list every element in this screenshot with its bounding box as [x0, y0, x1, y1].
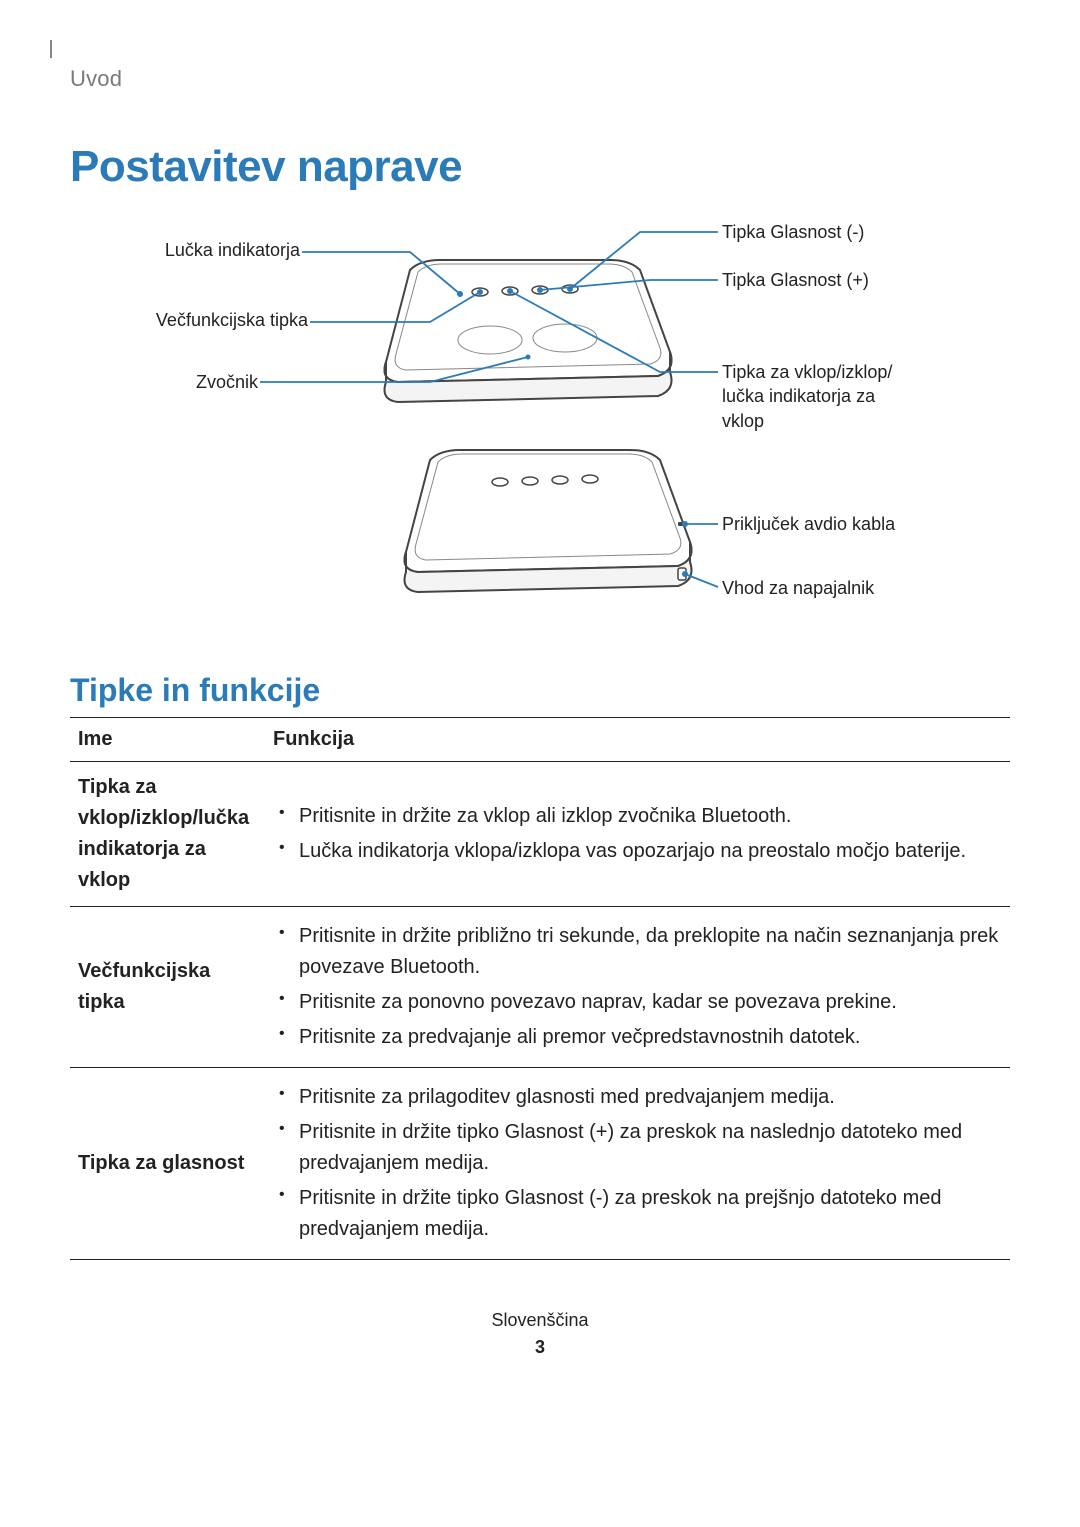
section-title-keys: Tipke in funkcije: [70, 672, 1010, 709]
label-charger-port: Vhod za napajalnik: [722, 578, 874, 599]
label-indicator-light: Lučka indikatorja: [130, 240, 300, 261]
label-power-key: Tipka za vklop/izklop/ lučka indikatorja…: [722, 360, 892, 433]
row-name: Večfunkcijska tipka: [70, 907, 265, 1068]
speaker-bottom-illustration: [405, 450, 692, 592]
breadcrumb: Uvod: [70, 66, 1010, 92]
table-row: Večfunkcijska tipkaPritisnite in držite …: [70, 907, 1010, 1068]
label-multi-key: Večfunkcijska tipka: [130, 310, 308, 331]
row-func: Pritisnite za prilagoditev glasnosti med…: [265, 1068, 1010, 1260]
page-number: 3: [70, 1337, 1010, 1358]
func-item: Pritisnite in držite tipko Glasnost (+) …: [273, 1117, 1002, 1179]
func-item: Pritisnite in držite za vklop ali izklop…: [273, 801, 1002, 832]
page-title: Postavitev naprave: [70, 142, 1010, 192]
row-func: Pritisnite in držite približno tri sekun…: [265, 907, 1010, 1068]
functions-table: Ime Funkcija Tipka za vklop/izklop/lučka…: [70, 717, 1010, 1260]
label-vol-plus: Tipka Glasnost (+): [722, 270, 869, 291]
label-speaker: Zvočnik: [130, 372, 258, 393]
label-audio-jack: Priključek avdio kabla: [722, 514, 895, 535]
func-item: Pritisnite za predvajanje ali premor več…: [273, 1022, 1002, 1053]
footer-language: Slovenščina: [70, 1310, 1010, 1331]
table-row: Tipka za vklop/izklop/lučka indikatorja …: [70, 762, 1010, 907]
table-row: Tipka za glasnost Pritisnite za prilagodi…: [70, 1068, 1010, 1260]
func-item: Lučka indikatorja vklopa/izklopa vas opo…: [273, 836, 1002, 867]
page-top-marker: [50, 40, 1010, 58]
col-name: Ime: [70, 718, 265, 762]
label-vol-minus: Tipka Glasnost (-): [722, 222, 864, 243]
row-name: Tipka za glasnost: [70, 1068, 265, 1260]
page-footer: Slovenščina 3: [70, 1310, 1010, 1358]
device-diagram: Lučka indikatorja Večfunkcijska tipka Zv…: [130, 222, 950, 642]
func-item: Pritisnite za prilagoditev glasnosti med…: [273, 1082, 1002, 1113]
func-item: Pritisnite za ponovno povezavo naprav, k…: [273, 987, 1002, 1018]
col-func: Funkcija: [265, 718, 1010, 762]
row-name: Tipka za vklop/izklop/lučka indikatorja …: [70, 762, 265, 907]
func-item: Pritisnite in držite tipko Glasnost (-) …: [273, 1183, 1002, 1245]
func-item: Pritisnite in držite približno tri sekun…: [273, 921, 1002, 983]
row-func: Pritisnite in držite za vklop ali izklop…: [265, 762, 1010, 907]
